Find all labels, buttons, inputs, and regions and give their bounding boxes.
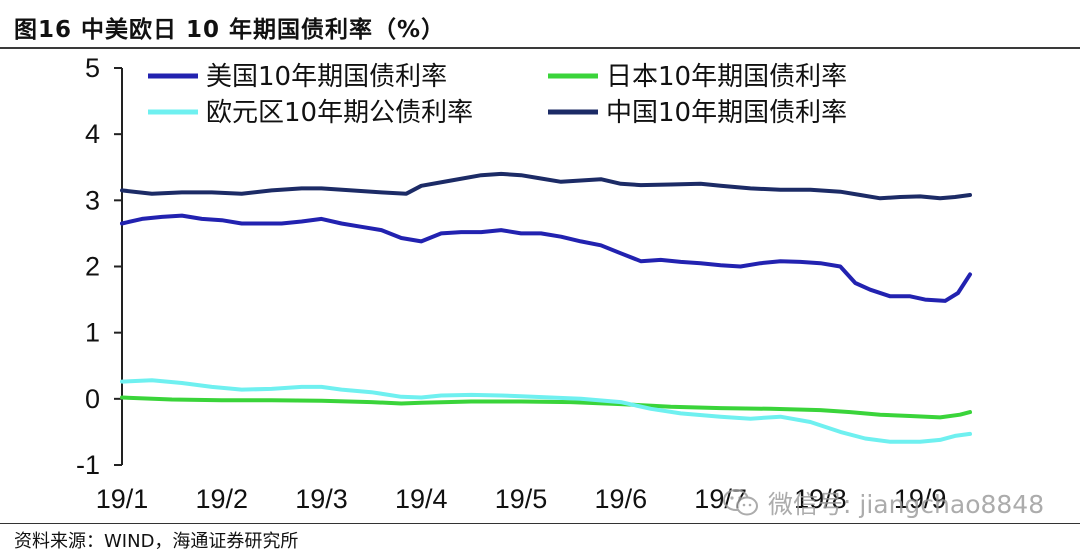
figure-title: 图16 中美欧日 10 年期国债利率（%） xyxy=(14,17,446,43)
title-bar: 图16 中美欧日 10 年期国债利率（%） xyxy=(0,0,1080,50)
legend-label: 日本10年期国债利率 xyxy=(606,62,847,92)
series-lines xyxy=(120,171,972,444)
y-tick-label: 1 xyxy=(85,318,100,348)
title-divider xyxy=(0,47,1080,49)
series-line-2 xyxy=(120,395,972,420)
x-tick-label: 19/3 xyxy=(295,484,348,514)
x-tick-label: 19/8 xyxy=(794,484,847,514)
x-tick-label: 19/9 xyxy=(894,484,947,514)
y-axis-ticks: 5 4 3 2 1 0 -1 xyxy=(76,53,122,480)
x-tick-label: 19/1 xyxy=(96,484,149,514)
x-tick-label: 19/4 xyxy=(395,484,448,514)
series-line-4 xyxy=(120,171,972,201)
y-tick-label: -1 xyxy=(76,450,100,480)
series-line-1 xyxy=(120,213,972,303)
legend-label: 中国10年期国债利率 xyxy=(606,98,847,128)
series-line-3 xyxy=(120,378,972,444)
legend-label: 欧元区10年期公债利率 xyxy=(206,98,473,128)
source-divider xyxy=(0,523,1080,524)
watermark-text: 微信号: jiangchao8848 xyxy=(768,490,1045,519)
y-tick-label: 5 xyxy=(85,53,100,83)
x-tick-label: 19/2 xyxy=(195,484,248,514)
legend-label: 美国10年期国债利率 xyxy=(206,62,447,92)
y-tick-label: 2 xyxy=(85,252,100,282)
wechat-watermark: 微信号: jiangchao8848 xyxy=(722,484,1044,522)
y-tick-label: 3 xyxy=(85,185,100,215)
x-tick-label: 19/5 xyxy=(495,484,548,514)
wechat-icon xyxy=(723,489,758,516)
source-note: 资料来源：WIND，海通证券研究所 xyxy=(14,531,299,552)
y-tick-label: 4 xyxy=(85,119,100,149)
x-tick-label: 19/6 xyxy=(595,484,648,514)
y-tick-label: 0 xyxy=(85,384,100,414)
